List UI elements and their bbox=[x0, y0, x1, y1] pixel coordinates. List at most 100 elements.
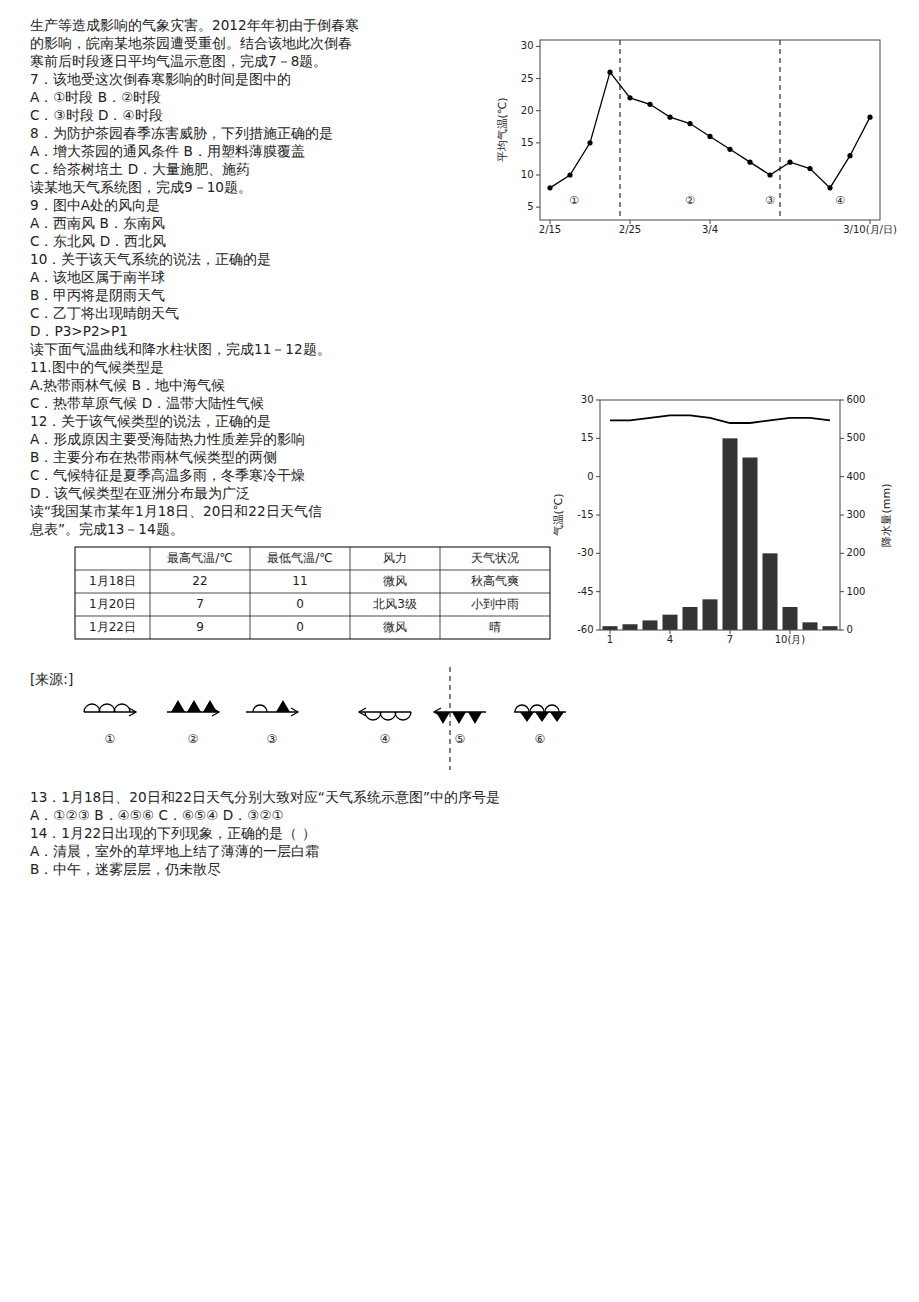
paragraph-line: C．东北风 D．西北风 bbox=[30, 233, 166, 249]
y-tick bbox=[840, 438, 844, 439]
x-tick-label: 10(月) bbox=[775, 634, 806, 645]
point bbox=[707, 134, 712, 139]
y-tick bbox=[840, 400, 844, 401]
paragraph-line: B．中午，迷雾层层，仍未散尽 bbox=[30, 861, 221, 877]
symbol-label: ④ bbox=[380, 732, 391, 746]
y-tick-label: 5 bbox=[527, 201, 533, 212]
paragraph-line: 11.图中的气候类型是 bbox=[30, 359, 164, 375]
text-block: [来源:] bbox=[30, 671, 73, 687]
paragraph-line: A．清晨，室外的草坪地上结了薄薄的一层白霜 bbox=[30, 843, 319, 859]
temperature-line bbox=[610, 415, 830, 423]
table-cell: 0 bbox=[296, 620, 304, 634]
point bbox=[567, 172, 572, 177]
table-header: 天气状况 bbox=[471, 551, 519, 565]
y-tick-label: 100 bbox=[846, 586, 865, 597]
point bbox=[787, 160, 792, 165]
front-symbol bbox=[514, 705, 566, 722]
cold-triangle bbox=[468, 712, 482, 724]
point bbox=[687, 121, 692, 126]
table-cell: 北风3级 bbox=[373, 597, 417, 611]
precip-bar bbox=[683, 607, 698, 630]
y-axis-label: 平均气温(℃) bbox=[496, 98, 509, 163]
y-tick-label: 15 bbox=[521, 137, 534, 148]
point bbox=[867, 115, 872, 120]
point bbox=[647, 102, 652, 107]
table-cell: 小到中雨 bbox=[471, 597, 519, 611]
table-row-line bbox=[75, 593, 550, 594]
warm-bump bbox=[114, 704, 130, 712]
point bbox=[727, 147, 732, 152]
x-tick-label: 2/25 bbox=[619, 224, 641, 235]
front-symbol bbox=[246, 700, 298, 716]
table-row-line bbox=[75, 570, 550, 571]
precip-bar bbox=[783, 607, 798, 630]
paragraph-line: A．形成原因主要受海陆热力性质差异的影响 bbox=[30, 431, 305, 447]
y-tick bbox=[596, 438, 600, 439]
front-symbol bbox=[359, 708, 411, 720]
y-tick-label: 30 bbox=[521, 40, 534, 51]
plot-area bbox=[540, 40, 880, 220]
point bbox=[587, 140, 592, 145]
precip-bar bbox=[623, 624, 638, 630]
point bbox=[667, 115, 672, 120]
warm-bump bbox=[515, 705, 529, 712]
y-tick bbox=[840, 630, 844, 631]
table-cell: 秋高气爽 bbox=[471, 574, 519, 588]
y-tick-label: 0 bbox=[846, 624, 852, 635]
front-symbols: ①②③④⑤⑥ bbox=[84, 667, 566, 770]
warm-bump bbox=[253, 705, 267, 712]
point bbox=[767, 172, 772, 177]
precip-bar bbox=[703, 599, 718, 630]
paragraph-line: 14．1月22日出现的下列现象，正确的是（ ） bbox=[30, 825, 316, 841]
y-axis-label: 气温(℃) bbox=[552, 494, 565, 537]
y-tick-label: 25 bbox=[521, 73, 534, 84]
table-header: 最低气温/℃ bbox=[267, 551, 333, 565]
point bbox=[607, 70, 612, 75]
segment-label: ④ bbox=[835, 194, 845, 207]
warm-bump bbox=[545, 705, 559, 712]
x-tick-label: 3/10(月/日) bbox=[843, 224, 897, 235]
paragraph-line: A．增大茶园的通风条件 B．用塑料薄膜覆盖 bbox=[30, 143, 305, 159]
segment-label: ② bbox=[685, 194, 695, 207]
front-line bbox=[246, 711, 298, 713]
weather-table: 1月18日1月20日1月22日最高气温/℃2279最低气温/℃1100风力微风北… bbox=[75, 547, 550, 639]
front-symbol bbox=[84, 704, 136, 716]
y-tick bbox=[840, 515, 844, 516]
table-cell: 晴 bbox=[489, 620, 501, 634]
point bbox=[547, 185, 552, 190]
symbol-label: ⑥ bbox=[535, 732, 546, 746]
front-symbol bbox=[167, 700, 219, 716]
text-block: 13．1月18日、20日和22日天气分别大致对应“天气系统示意图”中的序号是 A．… bbox=[30, 789, 500, 877]
y-tick-label: 200 bbox=[846, 547, 865, 558]
table-header: 最高气温/℃ bbox=[167, 551, 233, 565]
front-arrow bbox=[291, 708, 298, 716]
symbol-label: ① bbox=[105, 732, 116, 746]
table-border bbox=[75, 547, 550, 639]
front-line bbox=[359, 711, 411, 713]
cold-triangle bbox=[436, 712, 450, 724]
paragraph-line: A．该地区属于南半球 bbox=[30, 269, 165, 285]
precip-bar bbox=[763, 553, 778, 630]
y-tick-label: 600 bbox=[846, 394, 865, 405]
y-tick-label: 0 bbox=[587, 471, 593, 482]
paragraph-line: 息表”。完成13－14题。 bbox=[29, 521, 184, 537]
y-tick bbox=[536, 46, 540, 47]
cold-triangle bbox=[535, 712, 549, 722]
y-tick bbox=[596, 400, 600, 401]
table-header: 风力 bbox=[383, 551, 407, 565]
plot-frame bbox=[540, 40, 880, 220]
paragraph-line: A．西南风 B．东南风 bbox=[30, 215, 165, 231]
plot-marks bbox=[603, 415, 838, 630]
precip-bar bbox=[743, 458, 758, 631]
plot-frame bbox=[600, 400, 840, 630]
cold-triangle bbox=[203, 700, 217, 712]
y-tick bbox=[536, 175, 540, 176]
paragraph-line: 13．1月18日、20日和22日天气分别大致对应“天气系统示意图”中的序号是 bbox=[30, 789, 500, 805]
y-tick-label: -45 bbox=[577, 586, 593, 597]
precip-bar bbox=[823, 626, 838, 630]
y-tick bbox=[840, 591, 844, 592]
paragraph-line: 8．为防护茶园春季冻害威胁，下列措施正确的是 bbox=[30, 125, 333, 141]
table-cell: 11 bbox=[292, 574, 307, 588]
y-tick bbox=[536, 142, 540, 143]
background bbox=[0, 0, 919, 1302]
